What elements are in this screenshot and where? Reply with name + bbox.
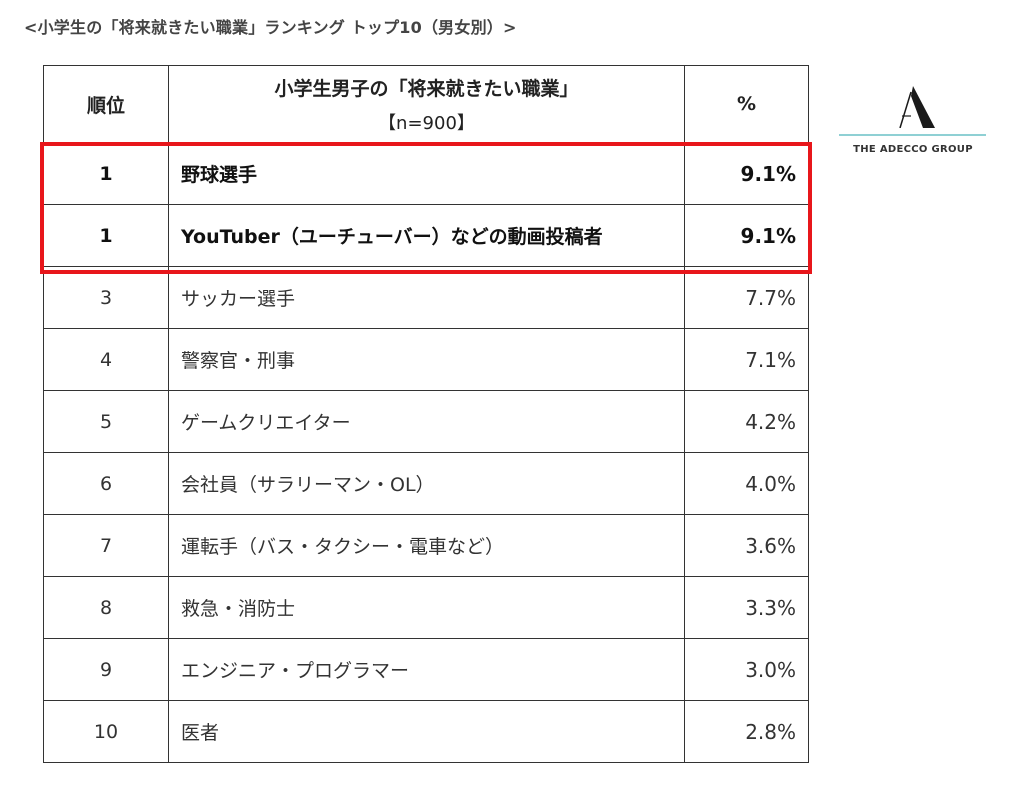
percent-cell: 3.3% (684, 576, 809, 639)
table-row: 9 エンジニア・プログラマー 3.0% (43, 638, 809, 701)
table-row: 6 会社員（サラリーマン・OL） 4.0% (43, 452, 809, 515)
logo-text: THE ADECCO GROUP (853, 144, 973, 155)
percent-cell: 7.7% (684, 266, 809, 329)
table-row: 8 救急・消防士 3.3% (43, 576, 809, 639)
percent-cell: 9.1% (684, 204, 809, 267)
rank-cell: 7 (43, 514, 169, 577)
job-cell: 救急・消防士 (168, 576, 685, 639)
ranking-table: 順位 小学生男子の「将来就きたい職業」 【n=900】 % 1 野球選手 9.1… (43, 65, 809, 763)
rank-cell: 10 (43, 700, 169, 763)
percent-cell: 4.2% (684, 390, 809, 453)
table-row: 1 野球選手 9.1% (43, 142, 809, 205)
percent-cell: 9.1% (684, 142, 809, 205)
table-row: 5 ゲームクリエイター 4.2% (43, 390, 809, 453)
header-job: 小学生男子の「将来就きたい職業」 【n=900】 (168, 65, 685, 143)
percent-cell: 7.1% (684, 328, 809, 391)
percent-cell: 3.6% (684, 514, 809, 577)
header-percent: % (684, 65, 809, 143)
adecco-a-icon (899, 86, 935, 128)
rank-cell: 9 (43, 638, 169, 701)
header-job-title: 小学生男子の「将来就きたい職業」 (274, 77, 579, 100)
rank-cell: 3 (43, 266, 169, 329)
header-rank: 順位 (43, 65, 169, 143)
job-cell: サッカー選手 (168, 266, 685, 329)
table-row: 7 運転手（バス・タクシー・電車など） 3.6% (43, 514, 809, 577)
table-row: 1 YouTuber（ユーチューバー）などの動画投稿者 9.1% (43, 204, 809, 267)
percent-cell: 2.8% (684, 700, 809, 763)
logo-divider (839, 134, 986, 136)
rank-cell: 6 (43, 452, 169, 515)
percent-cell: 4.0% (684, 452, 809, 515)
job-cell: 会社員（サラリーマン・OL） (168, 452, 685, 515)
percent-cell: 3.0% (684, 638, 809, 701)
rank-cell: 4 (43, 328, 169, 391)
rank-cell: 5 (43, 390, 169, 453)
table-row: 10 医者 2.8% (43, 700, 809, 763)
job-cell: YouTuber（ユーチューバー）などの動画投稿者 (168, 204, 685, 267)
job-cell: 野球選手 (168, 142, 685, 205)
rank-cell: 8 (43, 576, 169, 639)
adecco-logo: THE ADECCO GROUP (839, 80, 987, 160)
page-title: <小学生の「将来就きたい職業」ランキング トップ10（男女別）> (24, 18, 517, 37)
job-cell: 警察官・刑事 (168, 328, 685, 391)
rank-cell: 1 (43, 204, 169, 267)
table-header-row: 順位 小学生男子の「将来就きたい職業」 【n=900】 % (43, 65, 809, 143)
job-cell: 医者 (168, 700, 685, 763)
job-cell: 運転手（バス・タクシー・電車など） (168, 514, 685, 577)
job-cell: エンジニア・プログラマー (168, 638, 685, 701)
header-sample-size: 【n=900】 (378, 112, 475, 134)
job-cell: ゲームクリエイター (168, 390, 685, 453)
rank-cell: 1 (43, 142, 169, 205)
table-row: 3 サッカー選手 7.7% (43, 266, 809, 329)
table-row: 4 警察官・刑事 7.1% (43, 328, 809, 391)
